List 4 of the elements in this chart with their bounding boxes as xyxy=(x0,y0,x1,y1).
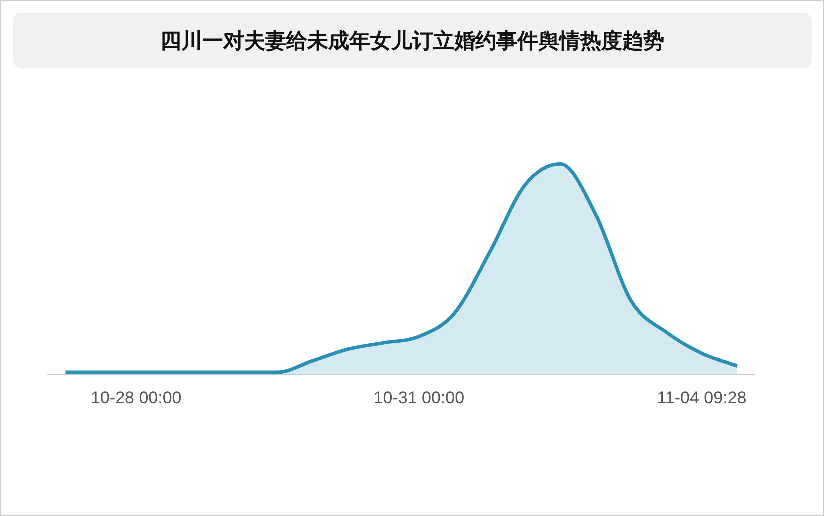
x-tick-label: 10-31 00:00 xyxy=(374,388,465,408)
x-tick-label: 11-04 09:28 xyxy=(657,388,747,408)
x-tick-label: 10-28 00:00 xyxy=(91,388,182,408)
chart-title: 四川一对夫妻给未成年女儿订立婚约事件舆情热度趋势 xyxy=(13,13,812,68)
